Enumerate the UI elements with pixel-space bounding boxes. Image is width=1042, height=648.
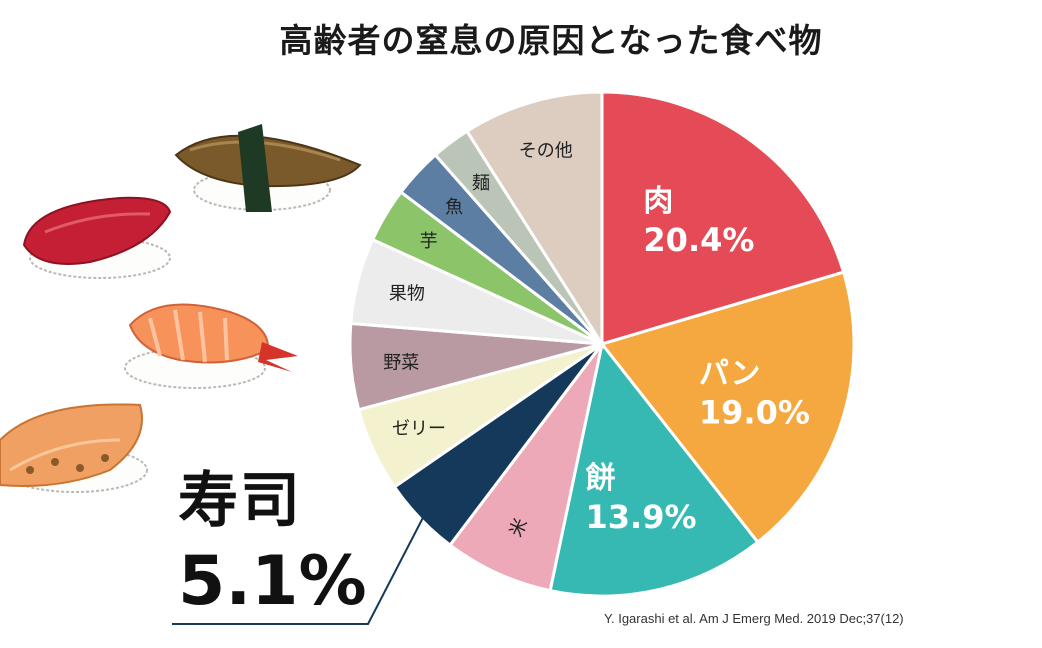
- pie-slice-2: [548, 340, 760, 598]
- slice-label-7: 果物: [389, 283, 425, 304]
- slice-label-2: 餅: [586, 461, 616, 496]
- slice-value-2: 13.9%: [586, 498, 697, 536]
- slice-label-9: 魚: [445, 197, 463, 218]
- slice-label-10: 麺: [472, 173, 490, 194]
- pie-slice-1: [599, 270, 856, 545]
- tuna-sushi-icon: [22, 196, 172, 279]
- pie-slice-0: [600, 90, 846, 347]
- pie-slice-11: [464, 90, 604, 350]
- shrimp-sushi-icon: [124, 303, 298, 389]
- chart-title: 高齢者の窒息の原因となった食べ物: [279, 21, 823, 60]
- slice-label-6: 野菜: [383, 352, 419, 373]
- salmon-sushi-icon: [0, 403, 148, 493]
- slice-label-11: その他: [519, 140, 573, 161]
- eel-sushi-icon: [174, 124, 362, 212]
- slice-value-0: 20.4%: [643, 221, 754, 259]
- citation: Y. Igarashi et al. Am J Emerg Med. 2019 …: [604, 611, 904, 626]
- slice-label-5: ゼリー: [392, 419, 446, 440]
- slice-label-8: 芋: [420, 231, 438, 252]
- highlight-label: 寿司 5.1%: [178, 462, 367, 624]
- slice-value-1: 19.0%: [699, 393, 810, 431]
- highlight-value: 5.1%: [178, 542, 367, 621]
- slice-label-1: パン: [699, 356, 761, 391]
- pie-slice-3: [447, 343, 604, 593]
- callout-line: [172, 512, 427, 625]
- slice-label-0: 肉: [643, 184, 673, 219]
- highlight-name: 寿司: [178, 466, 302, 536]
